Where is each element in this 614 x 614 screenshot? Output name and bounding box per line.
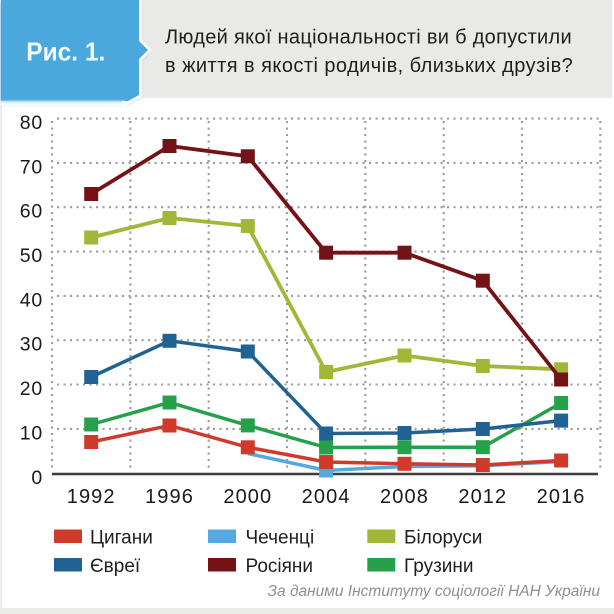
svg-text:30: 30 [20,334,43,356]
svg-text:Цигани: Цигани [90,528,153,549]
svg-text:в життя в якості родичів, близ: в життя в якості родичів, близьких друзі… [165,55,573,77]
svg-text:1996: 1996 [145,486,194,508]
svg-text:10: 10 [20,422,43,444]
svg-text:50: 50 [20,245,43,267]
svg-text:Людей якої національності ви б: Людей якої національності ви б допустили [165,27,572,49]
svg-text:Рис. 1.: Рис. 1. [26,37,105,67]
svg-text:0: 0 [31,467,43,489]
svg-text:Чеченці: Чеченці [246,528,315,549]
svg-text:Білоруси: Білоруси [404,528,482,549]
svg-text:За даними Інституту соціології: За даними Інституту соціології НАН Украї… [268,583,601,600]
svg-text:Росіяни: Росіяни [246,556,314,577]
svg-text:70: 70 [20,156,43,178]
svg-text:Грузини: Грузини [404,556,474,577]
svg-text:Євреї: Євреї [90,556,141,577]
svg-text:20: 20 [20,378,43,400]
svg-text:2004: 2004 [302,486,351,508]
svg-text:2008: 2008 [380,486,429,508]
svg-text:80: 80 [20,112,43,134]
svg-text:2016: 2016 [537,486,586,508]
svg-text:1992: 1992 [67,486,116,508]
svg-text:60: 60 [20,201,43,223]
svg-text:2012: 2012 [458,486,507,508]
svg-text:2000: 2000 [223,486,272,508]
svg-text:40: 40 [20,289,43,311]
